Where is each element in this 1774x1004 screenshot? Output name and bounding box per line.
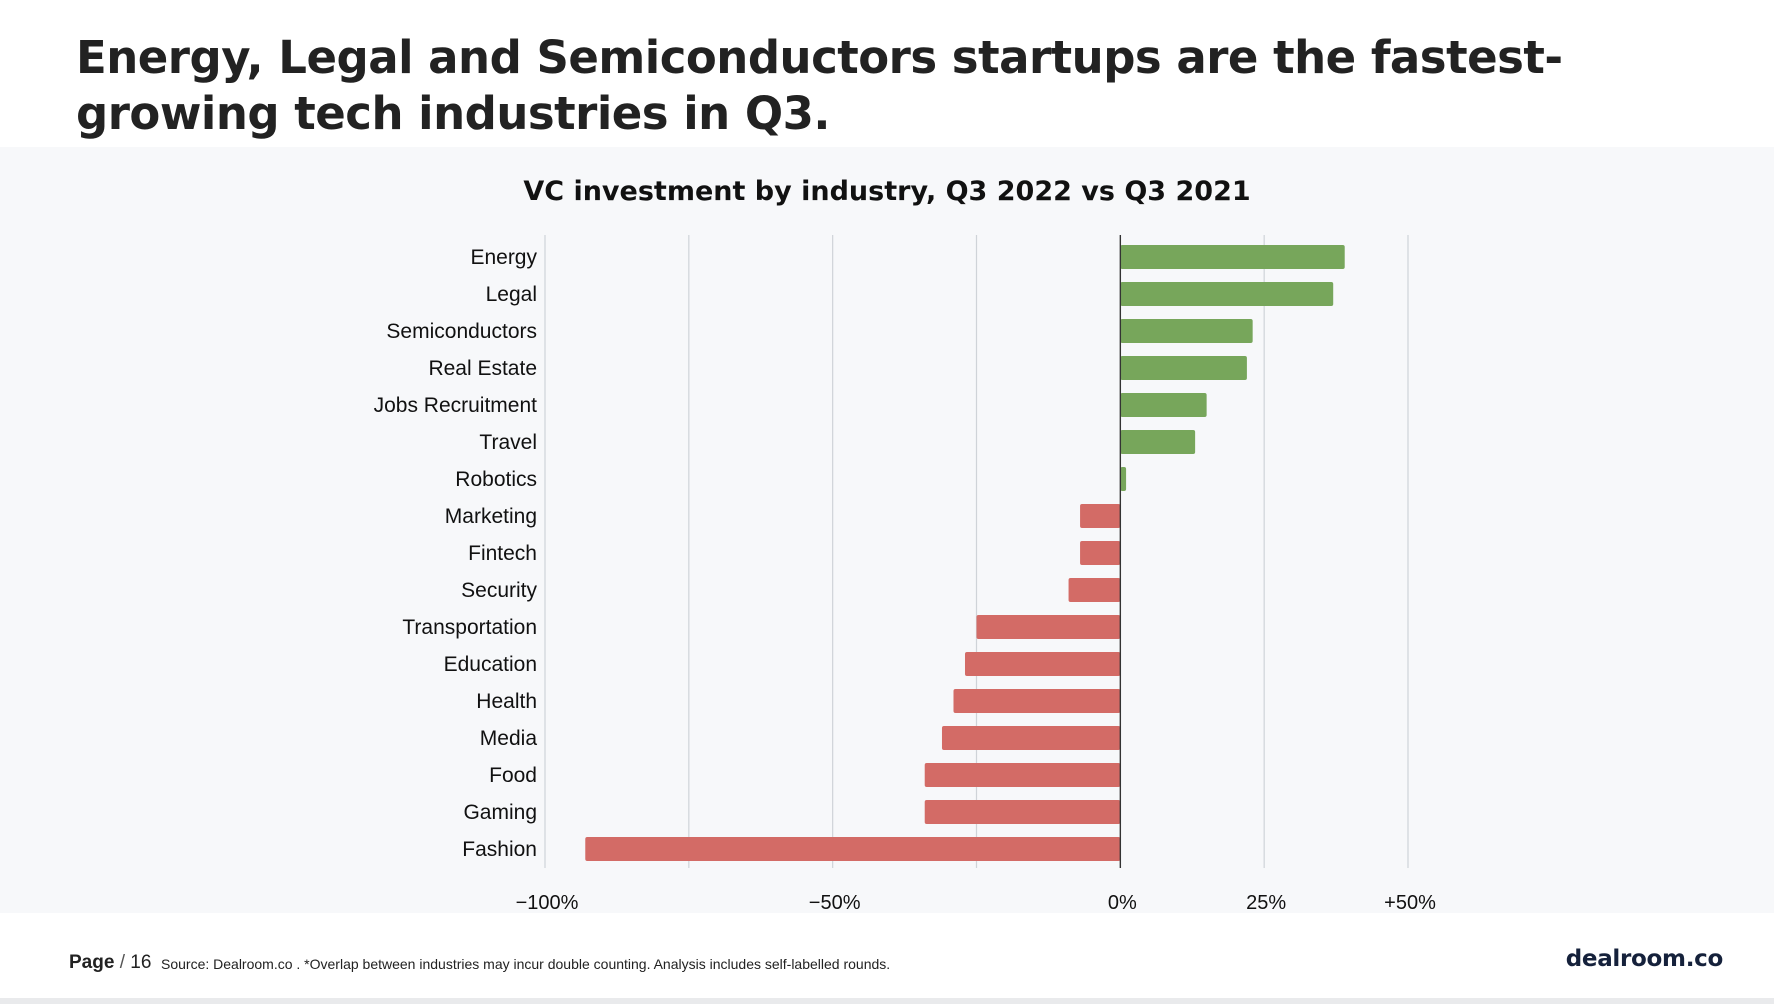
bar-transportation <box>976 615 1121 639</box>
category-label: Energy <box>470 246 537 269</box>
category-label: Fashion <box>462 838 537 861</box>
category-label: Travel <box>479 431 537 454</box>
bar-fashion <box>585 837 1121 861</box>
category-label: Legal <box>486 283 537 306</box>
headline: Energy, Legal and Semiconductors startup… <box>76 31 1563 140</box>
category-label: Marketing <box>445 505 537 528</box>
x-tick-label: −100% <box>516 892 579 914</box>
bar-legal <box>1120 282 1334 306</box>
category-label: Gaming <box>463 801 537 824</box>
source-note: Source: Dealroom.co . *Overlap between i… <box>161 956 891 972</box>
bar-media <box>941 726 1121 750</box>
chart-title: VC investment by industry, Q3 2022 vs Q3… <box>523 176 1251 207</box>
bottom-edge <box>0 998 1774 1004</box>
category-labels: Energy Legal Semiconductors Real Estate Jobs… <box>374 246 538 861</box>
category-label: Health <box>476 690 537 713</box>
bar-semiconductors <box>1120 319 1253 343</box>
category-label: Jobs Recruitment <box>374 394 538 417</box>
bar-energy <box>1120 245 1345 269</box>
bar-education <box>964 652 1121 676</box>
category-label: Real Estate <box>428 357 537 380</box>
page-number: 16 <box>130 952 152 973</box>
bar-food <box>924 763 1121 787</box>
category-label: Robotics <box>455 468 537 491</box>
bar-marketing <box>1080 504 1121 528</box>
category-label: Semiconductors <box>386 320 537 343</box>
x-tick-label: 25% <box>1246 892 1286 914</box>
category-label: Food <box>489 764 537 787</box>
page-label: Page <box>69 952 115 973</box>
page-indicator: Page / 16 <box>69 952 151 974</box>
bar-jobs-recruitment <box>1120 393 1207 417</box>
category-label: Security <box>461 579 537 602</box>
bar-security <box>1068 578 1121 602</box>
bar-real-estate <box>1120 356 1247 380</box>
bars <box>585 245 1345 861</box>
bar-gaming <box>924 800 1121 824</box>
bar-travel <box>1120 430 1196 454</box>
category-label: Media <box>480 727 538 750</box>
page-separator: / <box>119 952 125 973</box>
brand-logo[interactable]: dealroom.co <box>1565 946 1724 972</box>
category-label: Transportation <box>402 616 537 639</box>
gridlines <box>544 235 1409 868</box>
bar-robotics <box>1120 467 1127 491</box>
chart-panel <box>0 147 1774 913</box>
category-label: Education <box>444 653 537 676</box>
tick-labels: −100% −50% 0% 25% +50% <box>516 892 1436 914</box>
x-tick-label: 0% <box>1108 892 1137 914</box>
bar-fintech <box>1080 541 1121 565</box>
x-tick-label: +50% <box>1384 892 1436 914</box>
x-tick-label: −50% <box>809 892 861 914</box>
category-label: Fintech <box>468 542 537 565</box>
bar-health <box>953 689 1121 713</box>
